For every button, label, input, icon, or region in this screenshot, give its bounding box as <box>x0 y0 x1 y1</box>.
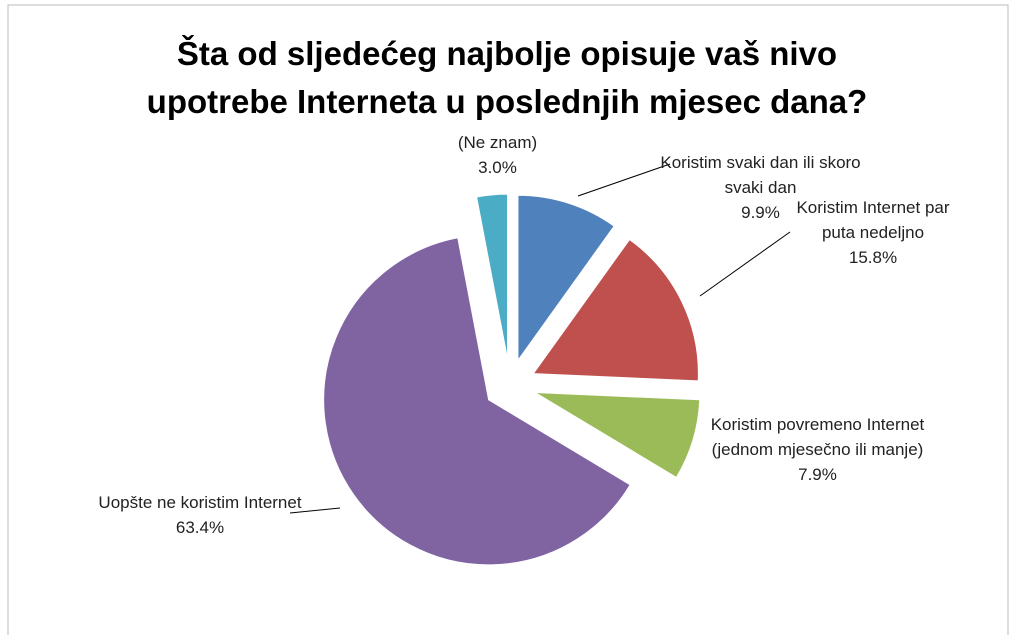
chart-title: Šta od sljedećeg najbolje opisuje vaš ni… <box>146 35 868 120</box>
pie-slice <box>534 391 701 479</box>
leader-line <box>699 231 791 297</box>
slice-category: (Ne znam) <box>457 133 538 152</box>
leader-line <box>289 507 341 514</box>
slice-label: (Ne znam) 3.0% <box>410 130 585 180</box>
slice-category: Koristim Internet par puta nedeljno <box>796 198 950 242</box>
slice-category: Koristim svaki dan ili skoro svaki dan <box>660 153 861 197</box>
slice-value: 3.0% <box>478 158 517 177</box>
pie-slice <box>517 194 615 362</box>
slice-label: Koristim Internet par puta nedeljno 15.8% <box>778 195 968 270</box>
pie-slice <box>532 238 699 382</box>
leader-line <box>577 163 671 197</box>
slice-value: 15.8% <box>848 248 898 267</box>
slice-category: Koristim povremeno Internet (jednom mjes… <box>710 415 925 459</box>
slice-label: Koristim povremeno Internet (jednom mjes… <box>700 412 935 487</box>
pie-slice <box>323 237 631 566</box>
slice-value: 7.9% <box>798 465 837 484</box>
slice-value: 63.4% <box>175 518 225 537</box>
slice-category: Uopšte ne koristim Internet <box>98 493 302 512</box>
slice-label: Uopšte ne koristim Internet 63.4% <box>95 490 305 540</box>
slice-value: 9.9% <box>741 203 780 222</box>
slice-label: Koristim svaki dan ili skoro svaki dan 9.… <box>648 150 873 225</box>
pie-slice <box>476 193 509 360</box>
